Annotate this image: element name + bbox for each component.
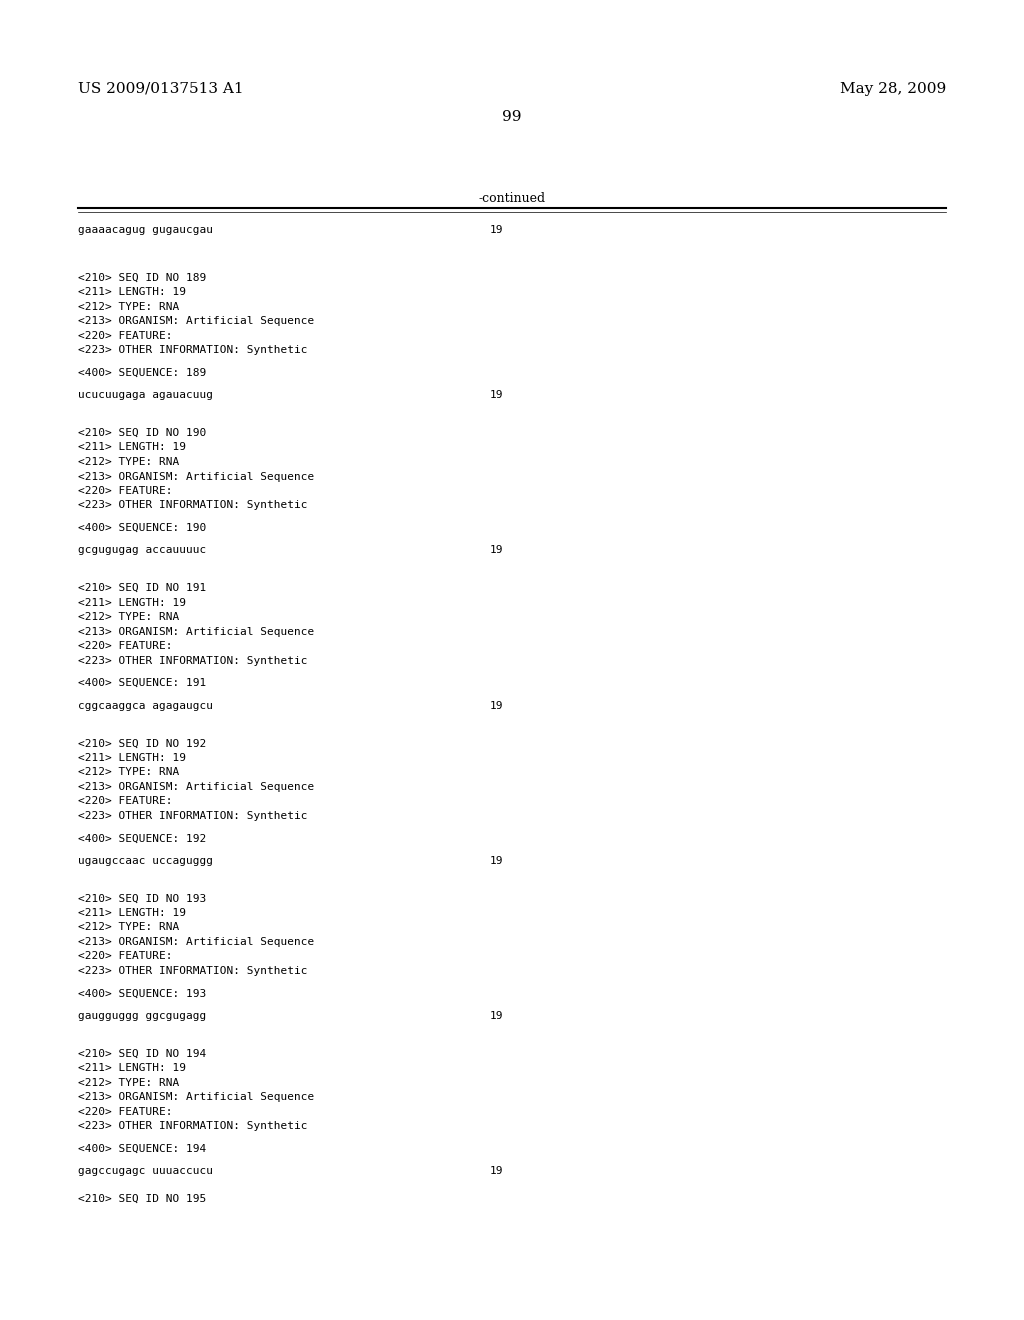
Text: 19: 19 [490, 224, 504, 235]
Text: 19: 19 [490, 855, 504, 866]
Text: <400> SEQUENCE: 194: <400> SEQUENCE: 194 [78, 1143, 206, 1154]
Text: <210> SEQ ID NO 189: <210> SEQ ID NO 189 [78, 273, 206, 282]
Text: <213> ORGANISM: Artificial Sequence: <213> ORGANISM: Artificial Sequence [78, 1092, 314, 1102]
Text: <223> OTHER INFORMATION: Synthetic: <223> OTHER INFORMATION: Synthetic [78, 500, 307, 511]
Text: <220> FEATURE:: <220> FEATURE: [78, 331, 172, 341]
Text: 19: 19 [490, 545, 504, 556]
Text: gcgugugag accauuuuc: gcgugugag accauuuuc [78, 545, 206, 556]
Text: 19: 19 [490, 391, 504, 400]
Text: <220> FEATURE:: <220> FEATURE: [78, 642, 172, 651]
Text: 99: 99 [502, 110, 522, 124]
Text: <223> OTHER INFORMATION: Synthetic: <223> OTHER INFORMATION: Synthetic [78, 810, 307, 821]
Text: <223> OTHER INFORMATION: Synthetic: <223> OTHER INFORMATION: Synthetic [78, 346, 307, 355]
Text: <400> SEQUENCE: 191: <400> SEQUENCE: 191 [78, 678, 206, 688]
Text: <213> ORGANISM: Artificial Sequence: <213> ORGANISM: Artificial Sequence [78, 781, 314, 792]
Text: <220> FEATURE:: <220> FEATURE: [78, 1106, 172, 1117]
Text: <211> LENGTH: 19: <211> LENGTH: 19 [78, 908, 186, 917]
Text: gaugguggg ggcgugagg: gaugguggg ggcgugagg [78, 1011, 206, 1020]
Text: -continued: -continued [478, 191, 546, 205]
Text: 19: 19 [490, 701, 504, 710]
Text: <400> SEQUENCE: 190: <400> SEQUENCE: 190 [78, 523, 206, 533]
Text: <213> ORGANISM: Artificial Sequence: <213> ORGANISM: Artificial Sequence [78, 471, 314, 482]
Text: <210> SEQ ID NO 194: <210> SEQ ID NO 194 [78, 1048, 206, 1059]
Text: <211> LENGTH: 19: <211> LENGTH: 19 [78, 288, 186, 297]
Text: <400> SEQUENCE: 192: <400> SEQUENCE: 192 [78, 833, 206, 843]
Text: <211> LENGTH: 19: <211> LENGTH: 19 [78, 442, 186, 453]
Text: <210> SEQ ID NO 190: <210> SEQ ID NO 190 [78, 428, 206, 438]
Text: ucucuugaga agauacuug: ucucuugaga agauacuug [78, 391, 213, 400]
Text: May 28, 2009: May 28, 2009 [840, 82, 946, 96]
Text: <210> SEQ ID NO 191: <210> SEQ ID NO 191 [78, 583, 206, 593]
Text: <212> TYPE: RNA: <212> TYPE: RNA [78, 612, 179, 622]
Text: <210> SEQ ID NO 193: <210> SEQ ID NO 193 [78, 894, 206, 903]
Text: <213> ORGANISM: Artificial Sequence: <213> ORGANISM: Artificial Sequence [78, 937, 314, 946]
Text: <211> LENGTH: 19: <211> LENGTH: 19 [78, 752, 186, 763]
Text: <220> FEATURE:: <220> FEATURE: [78, 796, 172, 807]
Text: gaaaacagug gugaucgau: gaaaacagug gugaucgau [78, 224, 213, 235]
Text: <212> TYPE: RNA: <212> TYPE: RNA [78, 302, 179, 312]
Text: <210> SEQ ID NO 192: <210> SEQ ID NO 192 [78, 738, 206, 748]
Text: <212> TYPE: RNA: <212> TYPE: RNA [78, 1077, 179, 1088]
Text: <223> OTHER INFORMATION: Synthetic: <223> OTHER INFORMATION: Synthetic [78, 966, 307, 975]
Text: <211> LENGTH: 19: <211> LENGTH: 19 [78, 1063, 186, 1073]
Text: <223> OTHER INFORMATION: Synthetic: <223> OTHER INFORMATION: Synthetic [78, 656, 307, 665]
Text: 19: 19 [490, 1166, 504, 1176]
Text: <223> OTHER INFORMATION: Synthetic: <223> OTHER INFORMATION: Synthetic [78, 1121, 307, 1131]
Text: <400> SEQUENCE: 189: <400> SEQUENCE: 189 [78, 368, 206, 378]
Text: <213> ORGANISM: Artificial Sequence: <213> ORGANISM: Artificial Sequence [78, 627, 314, 636]
Text: <212> TYPE: RNA: <212> TYPE: RNA [78, 457, 179, 467]
Text: 19: 19 [490, 1011, 504, 1020]
Text: cggcaaggca agagaugcu: cggcaaggca agagaugcu [78, 701, 213, 710]
Text: <212> TYPE: RNA: <212> TYPE: RNA [78, 767, 179, 777]
Text: <210> SEQ ID NO 195: <210> SEQ ID NO 195 [78, 1193, 206, 1204]
Text: US 2009/0137513 A1: US 2009/0137513 A1 [78, 82, 244, 96]
Text: <400> SEQUENCE: 193: <400> SEQUENCE: 193 [78, 989, 206, 998]
Text: <220> FEATURE:: <220> FEATURE: [78, 486, 172, 496]
Text: <212> TYPE: RNA: <212> TYPE: RNA [78, 923, 179, 932]
Text: <211> LENGTH: 19: <211> LENGTH: 19 [78, 598, 186, 607]
Text: <220> FEATURE:: <220> FEATURE: [78, 952, 172, 961]
Text: <213> ORGANISM: Artificial Sequence: <213> ORGANISM: Artificial Sequence [78, 317, 314, 326]
Text: ugaugccaac uccaguggg: ugaugccaac uccaguggg [78, 855, 213, 866]
Text: gagccugagc uuuaccucu: gagccugagc uuuaccucu [78, 1166, 213, 1176]
